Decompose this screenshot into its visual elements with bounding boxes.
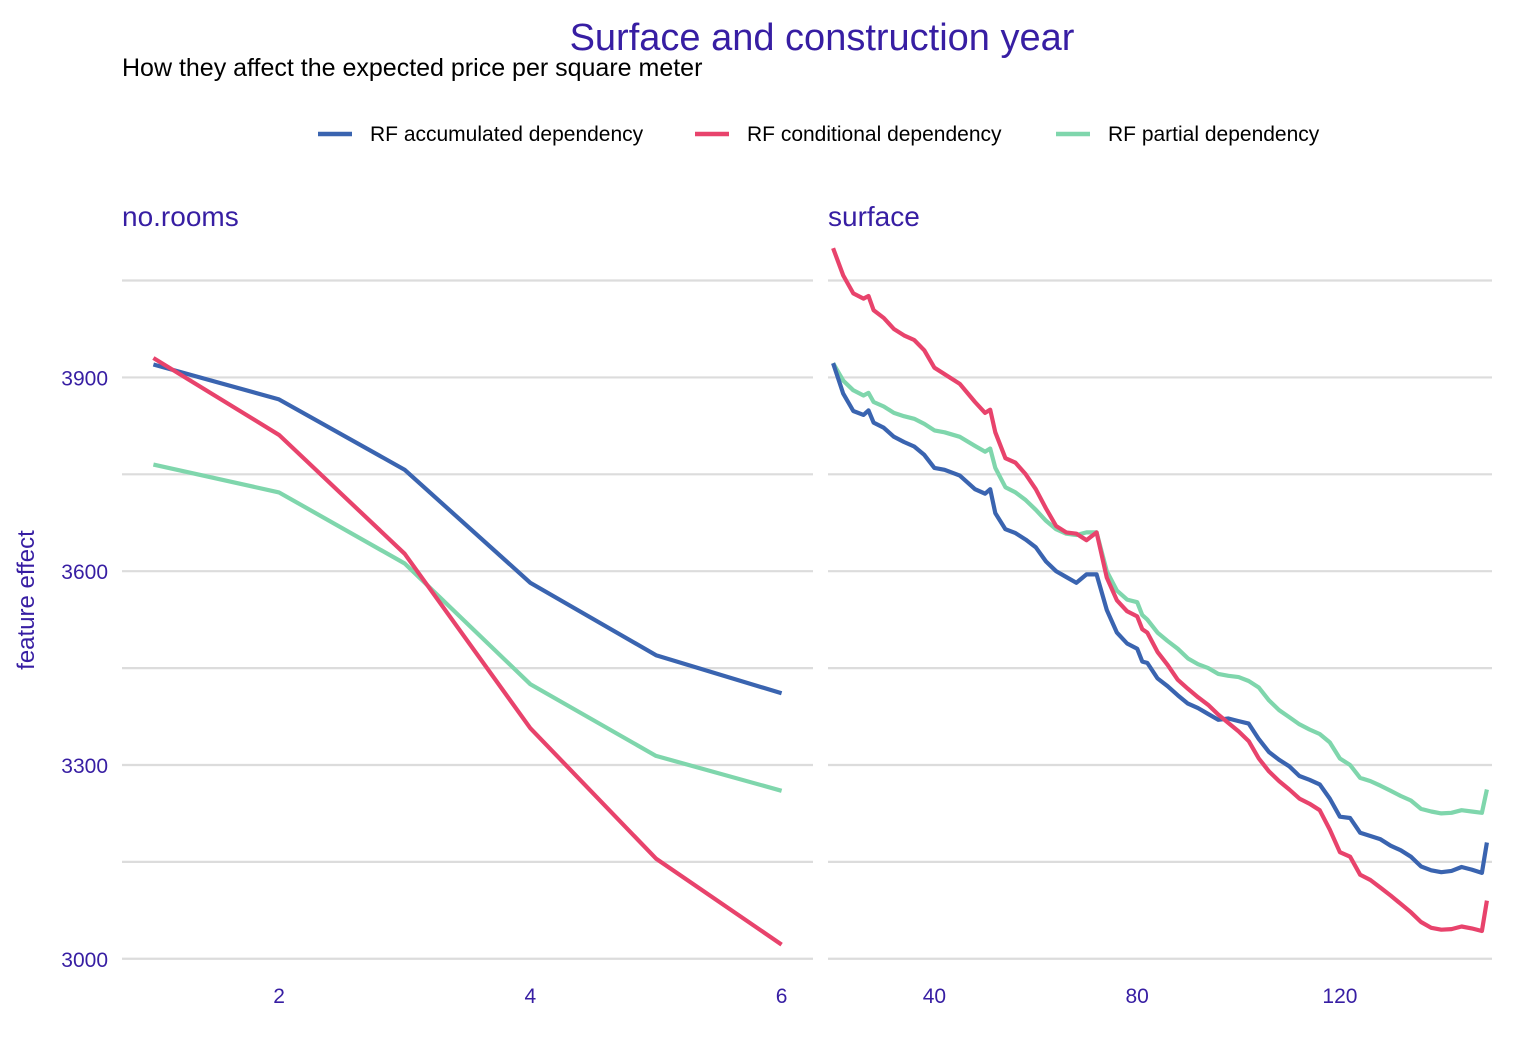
y-tick-label: 3000: [61, 949, 108, 972]
legend: RF accumulated dependency RF conditional …: [318, 123, 1320, 146]
x-tick-label: 40: [923, 985, 946, 1008]
y-tick-label: 3900: [61, 367, 108, 390]
legend-item-accumulated: RF accumulated dependency: [318, 123, 644, 146]
panel-no-rooms: no.rooms 3000 3300 3600 3900 2 4 6: [61, 201, 813, 1008]
series-line-partial: [831, 362, 1489, 816]
x-tick-label: 2: [273, 985, 285, 1008]
x-tick-label: 80: [1126, 985, 1149, 1008]
x-tick-label: 4: [524, 985, 536, 1008]
series-line-conditional: [831, 247, 1489, 934]
legend-label-conditional: RF conditional dependency: [747, 123, 1002, 146]
panel-strip-label: surface: [828, 201, 920, 232]
series-line-conditional: [152, 356, 783, 947]
panel-strip-label: no.rooms: [122, 201, 239, 232]
legend-label-partial: RF partial dependency: [1108, 123, 1320, 146]
chart-title: Surface and construction year: [570, 17, 1075, 59]
y-tick-label: 3600: [61, 561, 108, 584]
x-tick-label: 6: [776, 985, 788, 1008]
x-tick-label: 120: [1322, 985, 1357, 1008]
legend-item-conditional: RF conditional dependency: [695, 123, 1002, 146]
series-line-accumulated: [831, 362, 1489, 876]
y-tick-label: 3300: [61, 755, 108, 778]
legend-item-partial: RF partial dependency: [1056, 123, 1320, 146]
panel-surface: surface 40 80 120: [828, 201, 1492, 1008]
legend-label-accumulated: RF accumulated dependency: [370, 123, 644, 146]
series-line-accumulated: [152, 362, 783, 696]
series-line-partial: [152, 462, 783, 793]
chart-subtitle: How they affect the expected price per s…: [122, 54, 702, 82]
y-axis-label: feature effect: [13, 530, 40, 670]
